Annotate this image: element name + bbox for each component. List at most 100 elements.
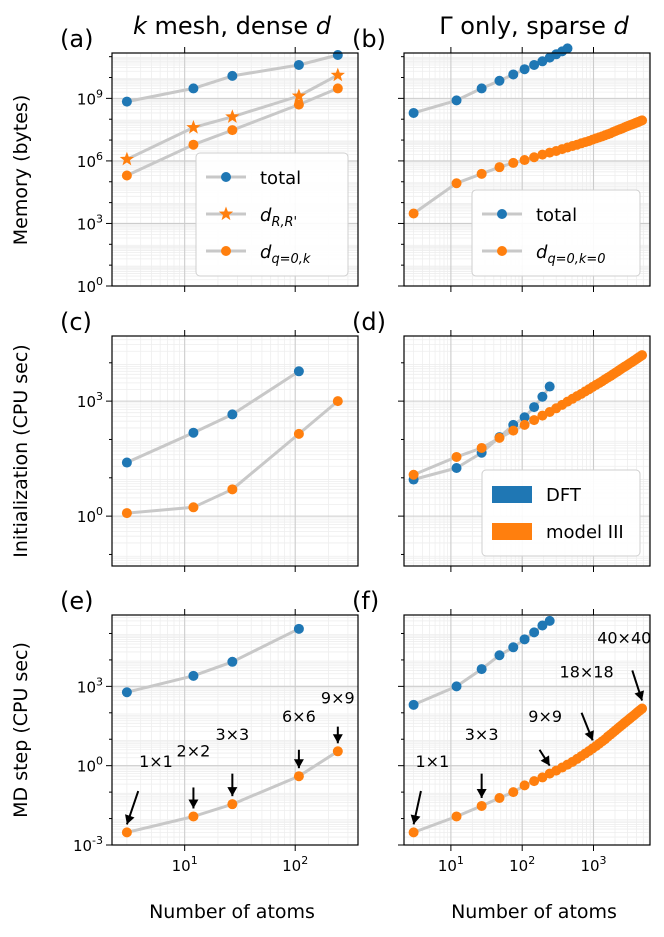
annotation-label: 40×40 xyxy=(597,628,651,647)
data-point xyxy=(508,157,519,168)
data-point xyxy=(451,95,462,106)
data-point xyxy=(519,155,530,166)
panel-d: (d) DFT model III xyxy=(352,308,651,572)
panel-label: (b) xyxy=(352,25,386,53)
data-point xyxy=(519,412,530,423)
legend: total dR,R' dq=0,k xyxy=(195,152,349,277)
data-point xyxy=(227,70,238,81)
panel-label: (d) xyxy=(352,308,386,336)
data-point xyxy=(519,419,530,430)
data-point xyxy=(227,409,238,420)
y-tick-label: 10-3 xyxy=(73,834,103,855)
data-point xyxy=(121,170,132,181)
y-axis-label: Memory (bytes) xyxy=(10,95,32,245)
data-point xyxy=(332,746,343,757)
data-point xyxy=(188,670,199,681)
data-point xyxy=(529,415,540,426)
data-point xyxy=(188,139,199,150)
data-point xyxy=(529,776,540,787)
data-point xyxy=(544,615,555,626)
data-point xyxy=(476,442,487,453)
x-tick-label: 101 xyxy=(438,854,464,875)
data-point xyxy=(188,427,199,438)
data-point xyxy=(508,69,519,80)
data-point xyxy=(121,687,132,698)
data-point xyxy=(637,350,648,361)
panel-b: (b) total dq=0,k=0 xyxy=(352,25,651,292)
data-point xyxy=(408,699,419,710)
axes-frame xyxy=(111,614,359,846)
panel-f: 1×1 3×3 9×9 18×18 40×40 101 102 103 (f) xyxy=(352,587,651,875)
panel-label: (a) xyxy=(60,25,93,53)
axes-frame xyxy=(403,614,651,846)
legend-marker xyxy=(221,172,231,182)
annotation-label: 2×2 xyxy=(177,742,211,761)
data-point xyxy=(519,64,530,75)
data-point xyxy=(519,780,530,791)
annotation-arrowhead xyxy=(540,755,550,766)
data-point xyxy=(508,787,519,798)
annotation-arrowhead xyxy=(188,799,199,809)
data-point xyxy=(121,508,132,519)
data-point xyxy=(225,109,240,123)
data-point xyxy=(562,43,573,54)
data-point xyxy=(508,642,519,653)
panel-c: 100 103 (c) Initialization (CPU sec) xyxy=(10,308,359,572)
data-point xyxy=(293,59,304,70)
data-point xyxy=(508,425,519,436)
legend-marker xyxy=(497,246,507,256)
data-point xyxy=(494,792,505,803)
data-point xyxy=(293,771,304,782)
annotation-arrowhead xyxy=(293,759,304,769)
data-point xyxy=(529,402,540,413)
annotation-label: 3×3 xyxy=(215,725,249,744)
data-point xyxy=(408,208,419,219)
x-tick-label: 102 xyxy=(282,854,308,875)
annotation-label: 9×9 xyxy=(321,689,355,708)
panel-e: 1×12×23×3 6×6 9×9 10-3 100 103 101 102 (e) MD ste… xyxy=(10,587,359,875)
legend: DFT model III xyxy=(481,469,641,557)
data-point xyxy=(227,484,238,495)
data-point xyxy=(529,627,540,638)
data-point xyxy=(451,811,462,822)
annotation-label: 6×6 xyxy=(282,707,316,726)
data-point xyxy=(332,396,343,407)
data-point xyxy=(119,151,135,166)
y-tick-label: 106 xyxy=(77,150,103,171)
annotation-label: 18×18 xyxy=(560,662,614,681)
data-point xyxy=(121,457,132,468)
annotation-arrowhead xyxy=(125,814,135,825)
panel-label: (c) xyxy=(60,308,92,336)
column-title-right: Γ only, sparse d xyxy=(439,12,629,40)
data-point xyxy=(476,664,487,675)
annotation-label: 1×1 xyxy=(415,752,449,771)
legend-marker xyxy=(218,206,234,221)
data-point xyxy=(408,107,419,118)
axes-frame xyxy=(111,335,359,567)
y-tick-label: 100 xyxy=(77,275,103,296)
legend-swatch xyxy=(492,523,532,540)
annotation-label: 1×1 xyxy=(139,752,173,771)
y-tick-label: 103 xyxy=(77,675,103,696)
data-point xyxy=(637,703,648,714)
data-point xyxy=(121,827,132,838)
panel-a: 100 103 106 109 (a) Memory (bytes) total dR,R' d… xyxy=(10,25,359,296)
data-point xyxy=(494,432,505,443)
y-tick-label: 109 xyxy=(77,87,103,108)
series-line-0 xyxy=(126,370,300,464)
data-point xyxy=(293,428,304,439)
legend-box xyxy=(481,469,641,557)
panel-label: (e) xyxy=(60,587,94,615)
data-point xyxy=(476,168,487,179)
data-point xyxy=(537,620,548,631)
data-point xyxy=(227,656,238,667)
data-point xyxy=(408,469,419,480)
data-point xyxy=(188,502,199,513)
data-point xyxy=(451,451,462,462)
data-point xyxy=(537,391,548,402)
data-point xyxy=(451,681,462,692)
y-tick-label: 103 xyxy=(77,212,103,233)
data-point xyxy=(293,99,304,110)
legend-box xyxy=(471,189,641,277)
